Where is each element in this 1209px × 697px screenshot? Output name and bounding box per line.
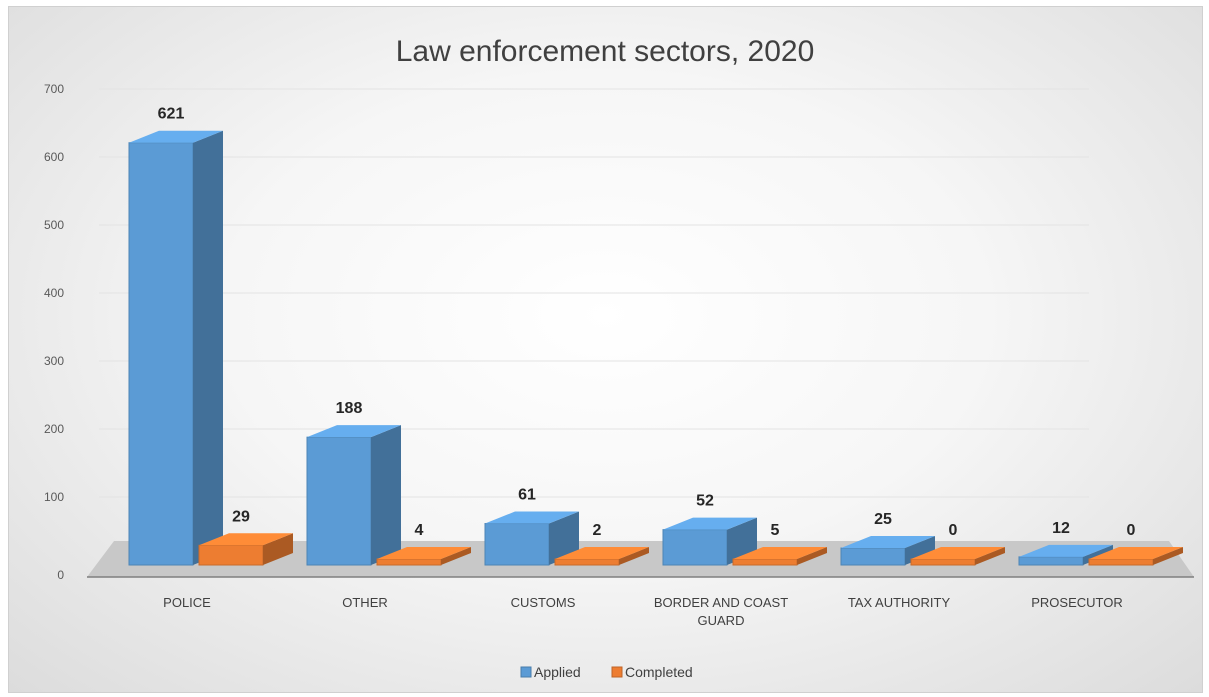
data-label-applied-4: 25 <box>874 511 892 528</box>
category-labels: POLICE OTHER CUSTOMS BORDER AND COAST GUARD T… <box>163 595 1123 628</box>
legend-swatch <box>520 666 532 678</box>
gridlines <box>99 88 1089 498</box>
bar-completed-0 <box>198 533 293 566</box>
chart-title: Law enforcement sectors, 2020 <box>396 35 815 68</box>
category-label: OTHER <box>342 595 388 610</box>
bars <box>128 130 1183 566</box>
category-label: TAX AUTHORITY <box>848 595 951 610</box>
bar-applied-0 <box>128 130 223 566</box>
data-label-completed-3: 5 <box>771 522 780 539</box>
legend: Applied Completed <box>520 664 693 680</box>
bar-applied-1 <box>306 425 401 566</box>
chart-frame: Law enforcement sectors, 2020 0 100 200 300… <box>8 6 1203 693</box>
bar-completed-2 <box>554 547 649 566</box>
y-tick-label: 700 <box>44 82 64 96</box>
bar-completed-1 <box>376 547 471 566</box>
bar-completed-4 <box>910 547 1005 566</box>
category-label: CUSTOMS <box>511 595 576 610</box>
data-label-completed-4: 0 <box>949 522 958 539</box>
bar-completed-3 <box>732 547 827 566</box>
legend-item-completed: Completed <box>611 664 693 680</box>
legend-label: Applied <box>534 664 581 680</box>
data-label-applied-3: 52 <box>696 493 714 510</box>
bar-applied-2 <box>484 511 579 566</box>
data-label-applied-1: 188 <box>336 400 363 417</box>
data-label-applied-2: 61 <box>518 487 536 504</box>
legend-item-applied: Applied <box>520 664 581 680</box>
category-label: PROSECUTOR <box>1031 595 1123 610</box>
data-label-completed-0: 29 <box>232 508 250 525</box>
data-label-completed-2: 2 <box>593 522 602 539</box>
y-axis-ticks: 0 100 200 300 400 500 600 700 <box>44 82 64 582</box>
legend-swatch <box>611 666 623 678</box>
y-tick-label: 100 <box>44 490 64 504</box>
y-tick-label: 0 <box>57 568 64 582</box>
data-label-applied-5: 12 <box>1052 520 1070 537</box>
category-label: BORDER AND COAST GUARD <box>654 595 788 628</box>
y-tick-label: 600 <box>44 150 64 164</box>
data-label-completed-1: 4 <box>415 522 424 539</box>
y-tick-label: 400 <box>44 286 64 300</box>
bar-completed-5 <box>1088 547 1183 566</box>
chart-svg: Law enforcement sectors, 2020 0100200300… <box>44 35 1194 680</box>
bar-applied-4 <box>840 536 935 566</box>
y-tick-label: 200 <box>44 422 64 436</box>
data-label-completed-5: 0 <box>1127 522 1136 539</box>
y-tick-label: 500 <box>44 218 64 232</box>
legend-label: Completed <box>625 664 693 680</box>
category-label: POLICE <box>163 595 211 610</box>
y-tick-label: 300 <box>44 354 64 368</box>
data-label-applied-0: 621 <box>158 106 185 123</box>
